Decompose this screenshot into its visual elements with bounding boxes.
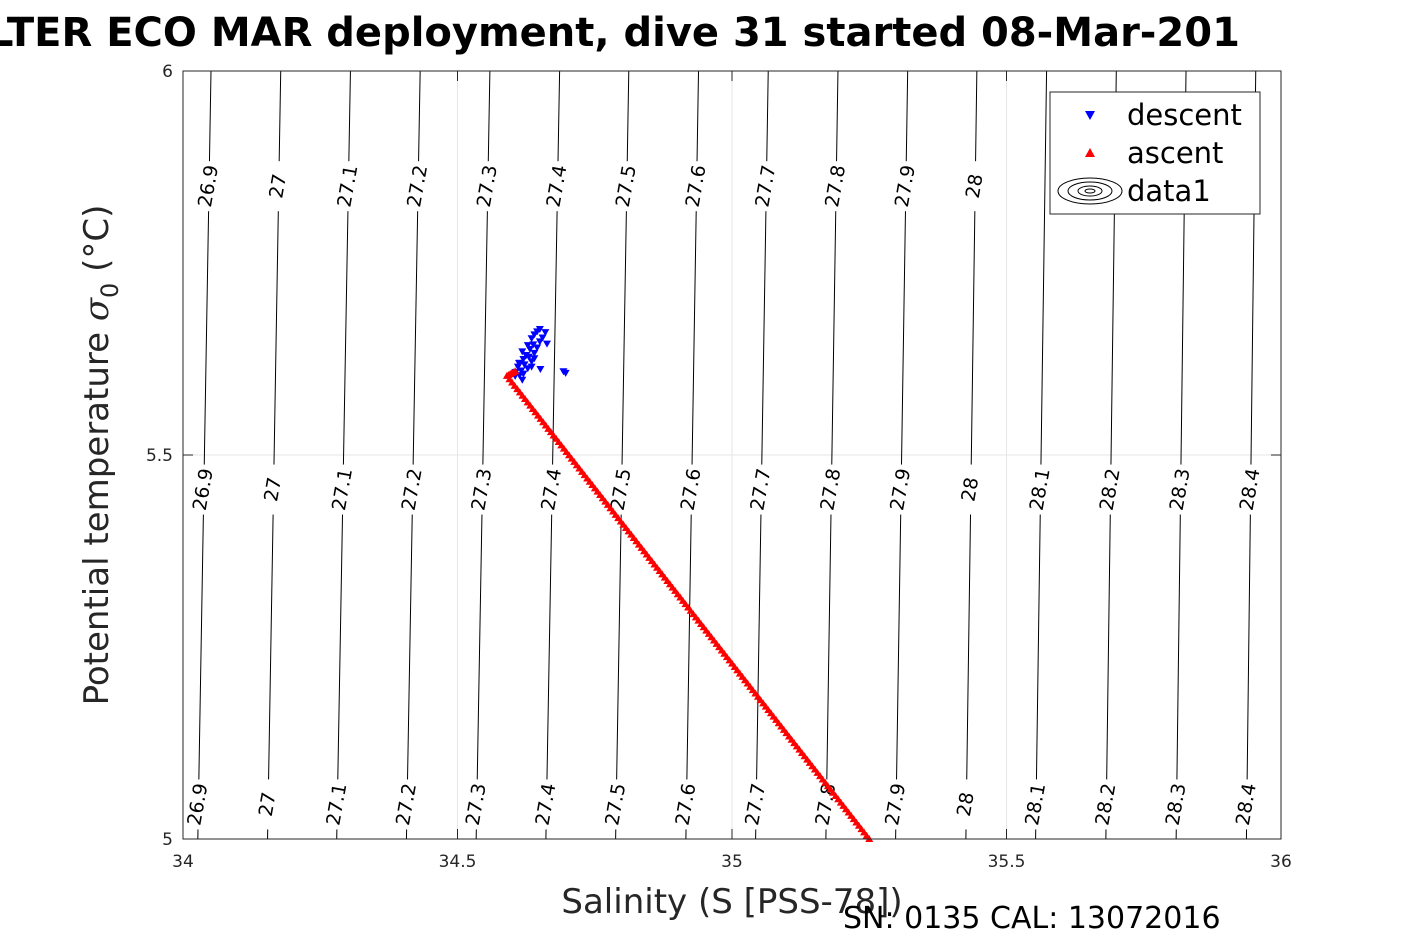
- descent-point: [527, 335, 536, 343]
- descent-point: [536, 365, 545, 373]
- contour-label-bg: [824, 161, 849, 212]
- contour-label-bg: [754, 161, 779, 212]
- descent-point: [525, 346, 534, 354]
- legend-ascent-marker-icon: [1085, 148, 1095, 157]
- contour-label-bg: [534, 779, 559, 830]
- contour-label-bg: [261, 464, 286, 515]
- descent-point: [523, 342, 532, 350]
- contour-label-bg: [1164, 779, 1189, 830]
- contour-label-bg: [197, 161, 222, 212]
- descent-point: [533, 344, 542, 352]
- y-tick-label: 5.5: [146, 446, 173, 466]
- contour-label-bg: [266, 161, 291, 212]
- contour-label-bg: [336, 161, 361, 212]
- contour-label-bg: [1094, 779, 1119, 830]
- contour-label-bottom: 28: [953, 791, 979, 819]
- contour-label-bg: [819, 464, 844, 515]
- contour-label-bg: [330, 464, 355, 515]
- x-tick-label: 36: [1270, 852, 1292, 872]
- descent-point: [535, 338, 544, 346]
- contour-label-bg: [604, 779, 629, 830]
- contour-label-bg: [954, 779, 979, 830]
- x-tick-label: 34.5: [439, 852, 477, 872]
- contour-label-bg: [186, 779, 211, 830]
- chart-title: LTER ECO MAR deployment, dive 31 started…: [0, 10, 1240, 56]
- contour-label-bg: [744, 779, 769, 830]
- descent-point: [538, 334, 547, 342]
- contour-label-bg: [395, 779, 420, 830]
- contour-label-bg: [1168, 464, 1193, 515]
- contour-label-bg: [889, 464, 914, 515]
- grid: [183, 71, 1281, 839]
- contour-label-bg: [749, 464, 774, 515]
- contour-label-bg: [540, 464, 565, 515]
- contour-label-bg: [884, 779, 909, 830]
- contour-label-bg: [1098, 464, 1123, 515]
- contour-label-bg: [609, 464, 634, 515]
- contour-label-top: 28: [962, 172, 988, 200]
- contour-label-bg: [470, 464, 495, 515]
- contour-label-bg: [400, 464, 425, 515]
- descent-point: [529, 341, 538, 349]
- contour-label-bg: [893, 161, 918, 212]
- descent-point: [561, 369, 570, 377]
- descent-point: [518, 348, 527, 356]
- contour-label-mid: 27: [260, 476, 286, 504]
- legend-ascent-label: ascent: [1127, 136, 1223, 170]
- axis-ticks: 34 34.5 35 35.5 36 5 5.5 6: [146, 62, 1292, 872]
- descent-point: [513, 363, 522, 371]
- contour-line-28.1: [1035, 71, 1048, 839]
- contour-label-bg: [464, 779, 489, 830]
- contour-label-bg: [679, 464, 704, 515]
- contour-label-bg: [406, 161, 431, 212]
- ascent-series: [502, 367, 874, 842]
- contour-label-bg: [191, 464, 216, 515]
- descent-point: [514, 359, 523, 367]
- contour-label-bg: [963, 161, 988, 212]
- contour-label-top: 27: [265, 172, 291, 200]
- contour-label-bg: [674, 779, 699, 830]
- descent-point: [530, 349, 539, 357]
- contour-label-bg: [545, 161, 570, 212]
- descent-point: [522, 352, 531, 360]
- y-axis-label: Potential temperature σ0 (°C): [77, 205, 124, 706]
- contour-label-bg: [614, 161, 639, 212]
- legend-data1-label: data1: [1127, 174, 1211, 208]
- footer-serial-calibration: SN: 0135 CAL: 13072016: [843, 901, 1221, 936]
- x-tick-label: 34: [172, 852, 194, 872]
- descent-point: [527, 363, 536, 371]
- y-tick-label: 6: [162, 62, 173, 82]
- descent-point: [530, 355, 539, 363]
- contour-label-bottom: 27: [255, 791, 281, 819]
- descent-point: [541, 329, 550, 337]
- density-contours: 26.9 27 27.1 27.2 27.3 27.4 27.5 27.6 27.7 27.8 27…: [183, 71, 1265, 839]
- descent-series: [511, 326, 570, 384]
- legend-contour-icon: [1057, 177, 1123, 205]
- legend-box: [1049, 91, 1261, 215]
- contour-label-bg: [325, 779, 350, 830]
- contour-label-mid: 28: [957, 476, 983, 504]
- descent-point: [530, 331, 539, 339]
- legend-descent-marker-icon: [1085, 111, 1095, 120]
- contour-label-bg: [958, 464, 983, 515]
- contour-label-bg: [1028, 464, 1053, 515]
- legend: descent ascent data1: [1049, 91, 1261, 215]
- contour-label-bg: [684, 161, 709, 212]
- x-axis-label: Salinity (S [PSS-78]): [561, 882, 902, 922]
- contour-label-bg: [475, 161, 500, 212]
- x-tick-label: 35.5: [988, 852, 1026, 872]
- descent-point: [520, 361, 529, 369]
- legend-descent-label: descent: [1127, 98, 1242, 132]
- contour-label-bg: [1238, 464, 1263, 515]
- x-tick-label: 35: [721, 852, 743, 872]
- descent-point: [542, 340, 551, 348]
- contour-label-bg: [256, 779, 281, 830]
- descent-point: [518, 376, 527, 384]
- contour-label-bg: [1024, 779, 1049, 830]
- y-tick-label: 5: [162, 830, 173, 850]
- contour-label-bg: [1234, 779, 1259, 830]
